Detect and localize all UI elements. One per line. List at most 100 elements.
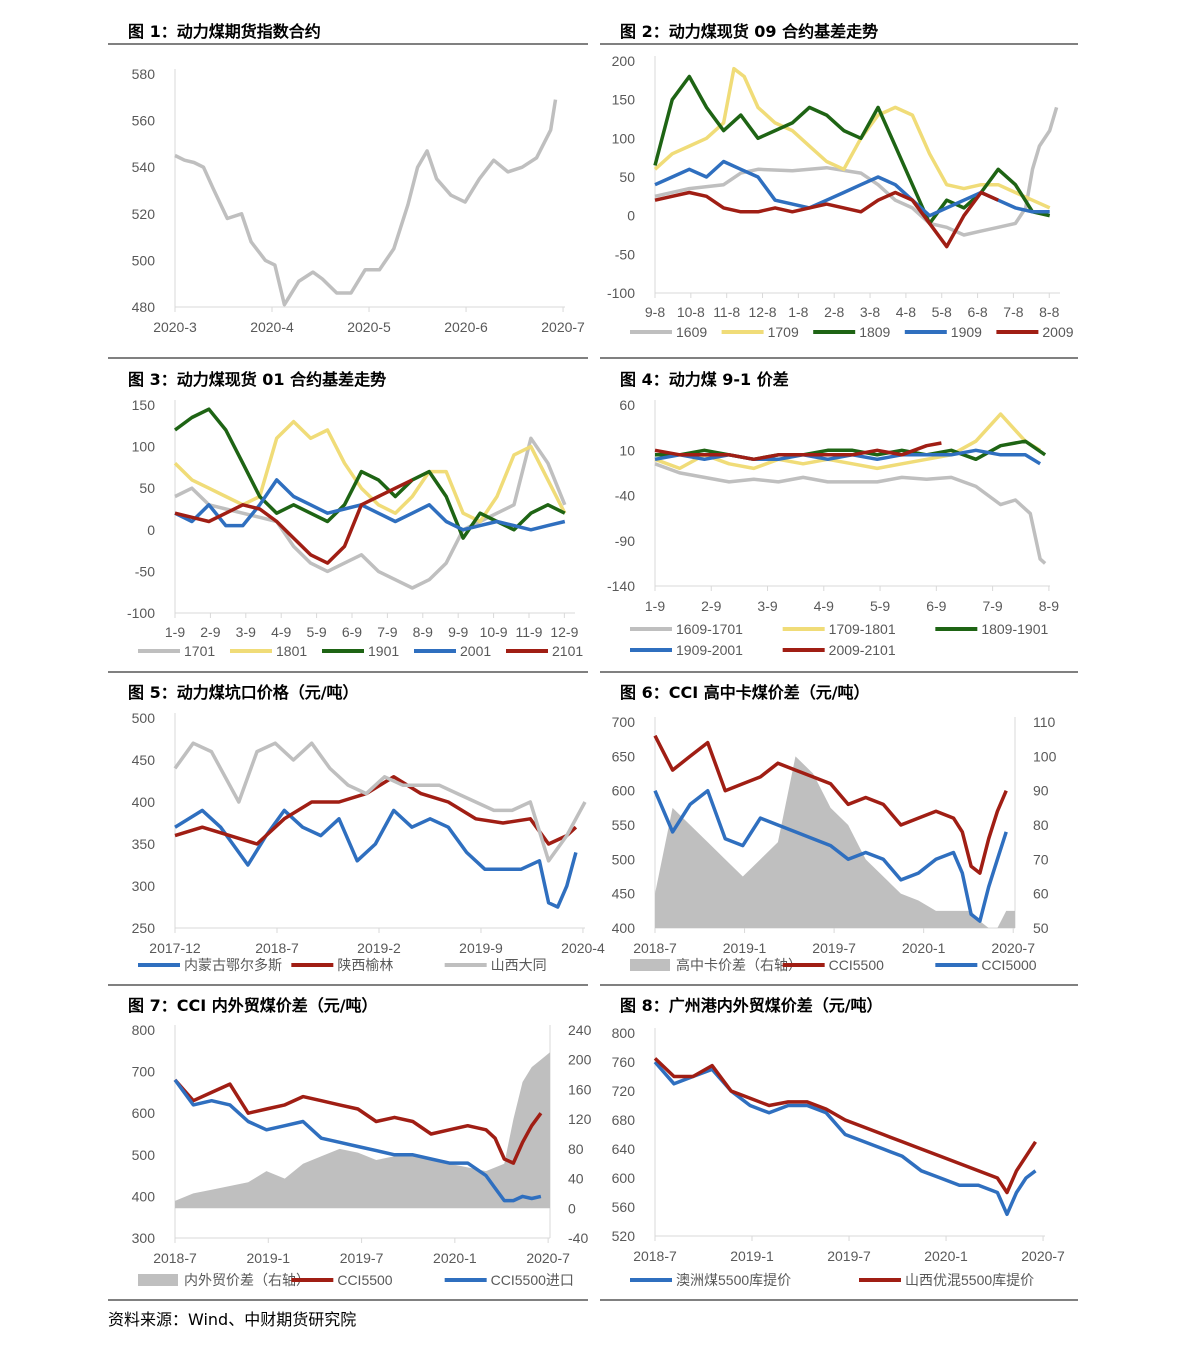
chart-c1: 图 1：动力煤期货指数合约 480 500 520 540 560 580 2020-3 202… bbox=[128, 22, 585, 335]
x-tick-label: 2019-9 bbox=[459, 940, 503, 956]
x-tick-label: 2020-1 bbox=[902, 940, 946, 956]
legend-label: 1909 bbox=[951, 324, 982, 340]
y2-tick-label: 80 bbox=[1033, 817, 1049, 833]
x-tick-label: 1-9 bbox=[165, 624, 185, 640]
x-tick-label: 2020-3 bbox=[153, 319, 197, 335]
legend-label: CCI5500进口 bbox=[491, 1272, 574, 1288]
y2-tick-label: 160 bbox=[568, 1081, 592, 1097]
x-tick-label: 2018-7 bbox=[633, 1248, 677, 1264]
x-tick-label: 6-9 bbox=[926, 598, 946, 614]
x-tick-label: 11-9 bbox=[515, 624, 542, 640]
y-tick-label: 300 bbox=[132, 878, 156, 894]
series-line-1909 bbox=[654, 159, 1050, 218]
y-tick-label: 580 bbox=[132, 66, 156, 82]
x-tick-label: 12-8 bbox=[749, 304, 777, 320]
legend-label: 2001 bbox=[460, 643, 491, 659]
chart-c8: 图 8：广州港内外贸煤价差（元/吨） 520 560 600 640 680 720 760 8… bbox=[612, 996, 1065, 1288]
y-tick-label: 200 bbox=[612, 53, 636, 69]
x-tick-label: 10-8 bbox=[677, 304, 705, 320]
legend-label: 1909-2001 bbox=[676, 642, 743, 658]
x-tick-label: 5-8 bbox=[932, 304, 952, 320]
x-tick-label: 11-8 bbox=[713, 304, 740, 320]
x-tick-label: 12-9 bbox=[550, 624, 578, 640]
y2-tick-label: 110 bbox=[1033, 714, 1056, 730]
y-tick-label: 600 bbox=[612, 1170, 636, 1186]
area-series bbox=[175, 1052, 550, 1209]
y-tick-label: 250 bbox=[132, 920, 156, 936]
y-tick-label: 500 bbox=[132, 1147, 156, 1163]
y-tick-label: 650 bbox=[612, 748, 636, 764]
x-tick-label: 2020-4 bbox=[561, 940, 605, 956]
chart-c4: 图 4：动力煤 9-1 价差 -140 -90 -40 10 60 1-9 2-9 3-9 4-9… bbox=[607, 370, 1059, 658]
y2-tick-label: 80 bbox=[568, 1141, 584, 1157]
chart-title: 图 5：动力煤坑口价格（元/吨） bbox=[128, 683, 359, 702]
y-tick-label: 400 bbox=[132, 794, 156, 810]
x-tick-label: 2020-5 bbox=[347, 319, 391, 335]
legend-label: 1609 bbox=[676, 324, 707, 340]
x-tick-label: 7-9 bbox=[377, 624, 397, 640]
y-tick-label: 0 bbox=[147, 522, 155, 538]
y-tick-label: -50 bbox=[135, 563, 155, 579]
x-tick-label: 4-9 bbox=[271, 624, 291, 640]
x-tick-label: 10-9 bbox=[480, 624, 508, 640]
chart-c3: 图 3：动力煤现货 01 合约基差走势 -100 -50 0 50 100 150 1-9 2-… bbox=[127, 370, 583, 659]
chart-title: 图 8：广州港内外贸煤价差（元/吨） bbox=[620, 996, 883, 1015]
x-tick-label: 2020-6 bbox=[444, 319, 488, 335]
legend-label: 1709-1801 bbox=[829, 621, 896, 637]
chart-c6: 图 6：CCI 高中卡煤价差（元/吨） 400 450 500 550 600 650 700… bbox=[612, 683, 1057, 973]
legend-label: 高中卡价差（右轴） bbox=[676, 957, 802, 973]
y-tick-label: 500 bbox=[132, 710, 156, 726]
x-tick-label: 2020-4 bbox=[250, 319, 294, 335]
y2-tick-label: 50 bbox=[1033, 920, 1049, 936]
y2-tick-label: 0 bbox=[568, 1200, 576, 1216]
y-tick-label: 520 bbox=[612, 1228, 636, 1244]
legend-label: 1809-1901 bbox=[981, 621, 1048, 637]
y-tick-label: 680 bbox=[612, 1112, 636, 1128]
y-tick-label: 50 bbox=[139, 480, 155, 496]
legend-label: 1701 bbox=[184, 643, 215, 659]
y-tick-label: -50 bbox=[615, 246, 635, 262]
legend-label: 1901 bbox=[368, 643, 399, 659]
legend-swatch bbox=[630, 959, 670, 971]
y-tick-label: 480 bbox=[132, 299, 156, 315]
chart-c7: 图 7：CCI 内外贸煤价差（元/吨）300400500600700800-40… bbox=[128, 996, 592, 1288]
x-tick-label: 2018-7 bbox=[153, 1250, 197, 1266]
y-tick-label: -140 bbox=[607, 578, 635, 594]
series-line-CCI5500进口 bbox=[173, 1078, 542, 1203]
y-tick-label: -40 bbox=[615, 488, 635, 504]
x-tick-label: 6-8 bbox=[967, 304, 987, 320]
series-line-2009 bbox=[654, 190, 999, 249]
legend-label: 2009-2101 bbox=[829, 642, 896, 658]
y-tick-label: 350 bbox=[132, 836, 156, 852]
x-tick-label: 5-9 bbox=[870, 598, 890, 614]
legend-swatch bbox=[138, 1274, 178, 1286]
y-tick-label: 540 bbox=[132, 159, 156, 175]
y-tick-label: 640 bbox=[612, 1141, 636, 1157]
x-tick-label: 2019-1 bbox=[246, 1250, 290, 1266]
y-tick-label: 60 bbox=[619, 397, 635, 413]
x-tick-label: 8-8 bbox=[1039, 304, 1059, 320]
y-tick-label: -100 bbox=[607, 285, 635, 301]
series-line-2101 bbox=[174, 478, 414, 565]
y-tick-label: 450 bbox=[132, 752, 156, 768]
x-tick-label: 9-8 bbox=[645, 304, 665, 320]
x-tick-label: 5-9 bbox=[306, 624, 326, 640]
y-tick-label: 700 bbox=[612, 714, 636, 730]
x-tick-label: 2018-7 bbox=[255, 940, 299, 956]
y-tick-label: 300 bbox=[132, 1230, 156, 1246]
x-tick-label: 9-9 bbox=[448, 624, 468, 640]
x-tick-label: 2019-2 bbox=[357, 940, 401, 956]
y-tick-label: 150 bbox=[132, 397, 156, 413]
chart-title: 图 6：CCI 高中卡煤价差（元/吨） bbox=[620, 683, 870, 702]
series-line-CCI5500 bbox=[653, 734, 1008, 875]
series-line-期货指数 bbox=[174, 99, 558, 307]
x-tick-label: 2019-7 bbox=[827, 1248, 871, 1264]
y-tick-label: 520 bbox=[132, 206, 156, 222]
y2-tick-label: 60 bbox=[1033, 886, 1049, 902]
x-tick-label: 7-9 bbox=[982, 598, 1002, 614]
y-tick-label: -90 bbox=[615, 533, 635, 549]
chart-title: 图 7：CCI 内外贸煤价差（元/吨） bbox=[128, 996, 378, 1015]
y-tick-label: 450 bbox=[612, 886, 636, 902]
legend-label: 内外贸价差（右轴） bbox=[184, 1272, 310, 1288]
